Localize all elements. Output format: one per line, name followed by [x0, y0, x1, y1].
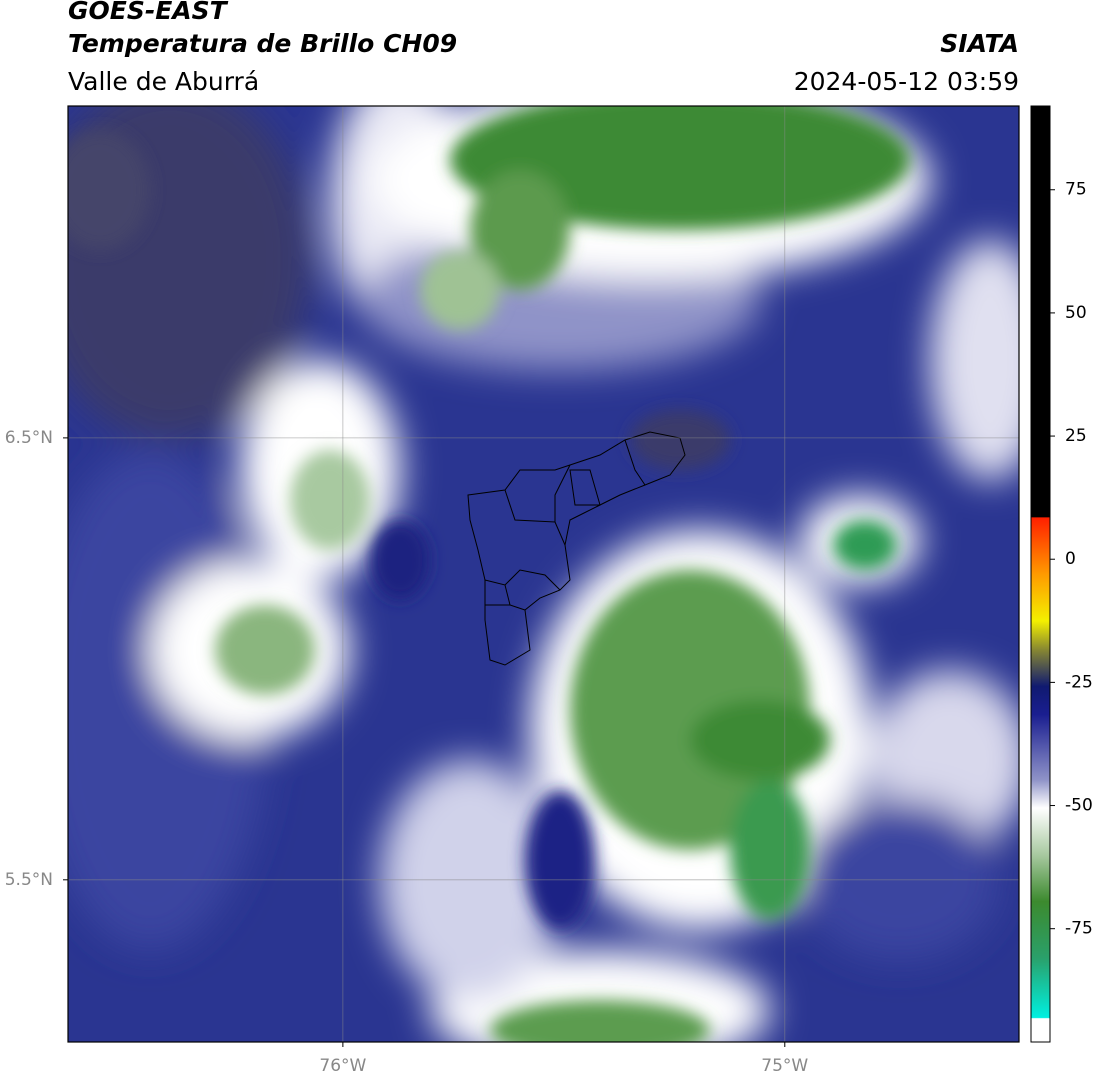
colorbar-tick-label: 0 [1065, 549, 1076, 569]
lon-tick-label: 76°W [319, 1056, 366, 1076]
colorbar-tick-label: -50 [1065, 796, 1093, 816]
colorbar-tick-label: 25 [1065, 426, 1087, 446]
subtitle: Temperatura de Brillo CH09 [68, 29, 457, 58]
map-frame [67, 105, 1020, 1043]
colorbar-tick-label: 50 [1065, 303, 1087, 323]
satellite-image [68, 106, 1019, 1042]
timestamp: 2024-05-12 03:59 [794, 67, 1019, 96]
region: Valle de Aburrá [68, 67, 259, 96]
colorbar [1030, 105, 1051, 1043]
grid [68, 106, 1019, 1042]
lat-tick-label: 6.5°N [5, 428, 53, 448]
header: GOES-EAST Temperatura de Brillo CH09 Val… [68, 0, 1019, 96]
municipal-boundaries [467, 431, 686, 666]
lat-tick-label: 5.5°N [5, 870, 53, 890]
colorbar-tick-label: -75 [1065, 919, 1093, 939]
title: GOES-EAST [68, 0, 229, 25]
colorbar-tick-label: 75 [1065, 180, 1087, 200]
source: SIATA [940, 29, 1019, 58]
lon-tick-label: 75°W [761, 1056, 808, 1076]
colorbar-tick-label: -25 [1065, 672, 1093, 692]
